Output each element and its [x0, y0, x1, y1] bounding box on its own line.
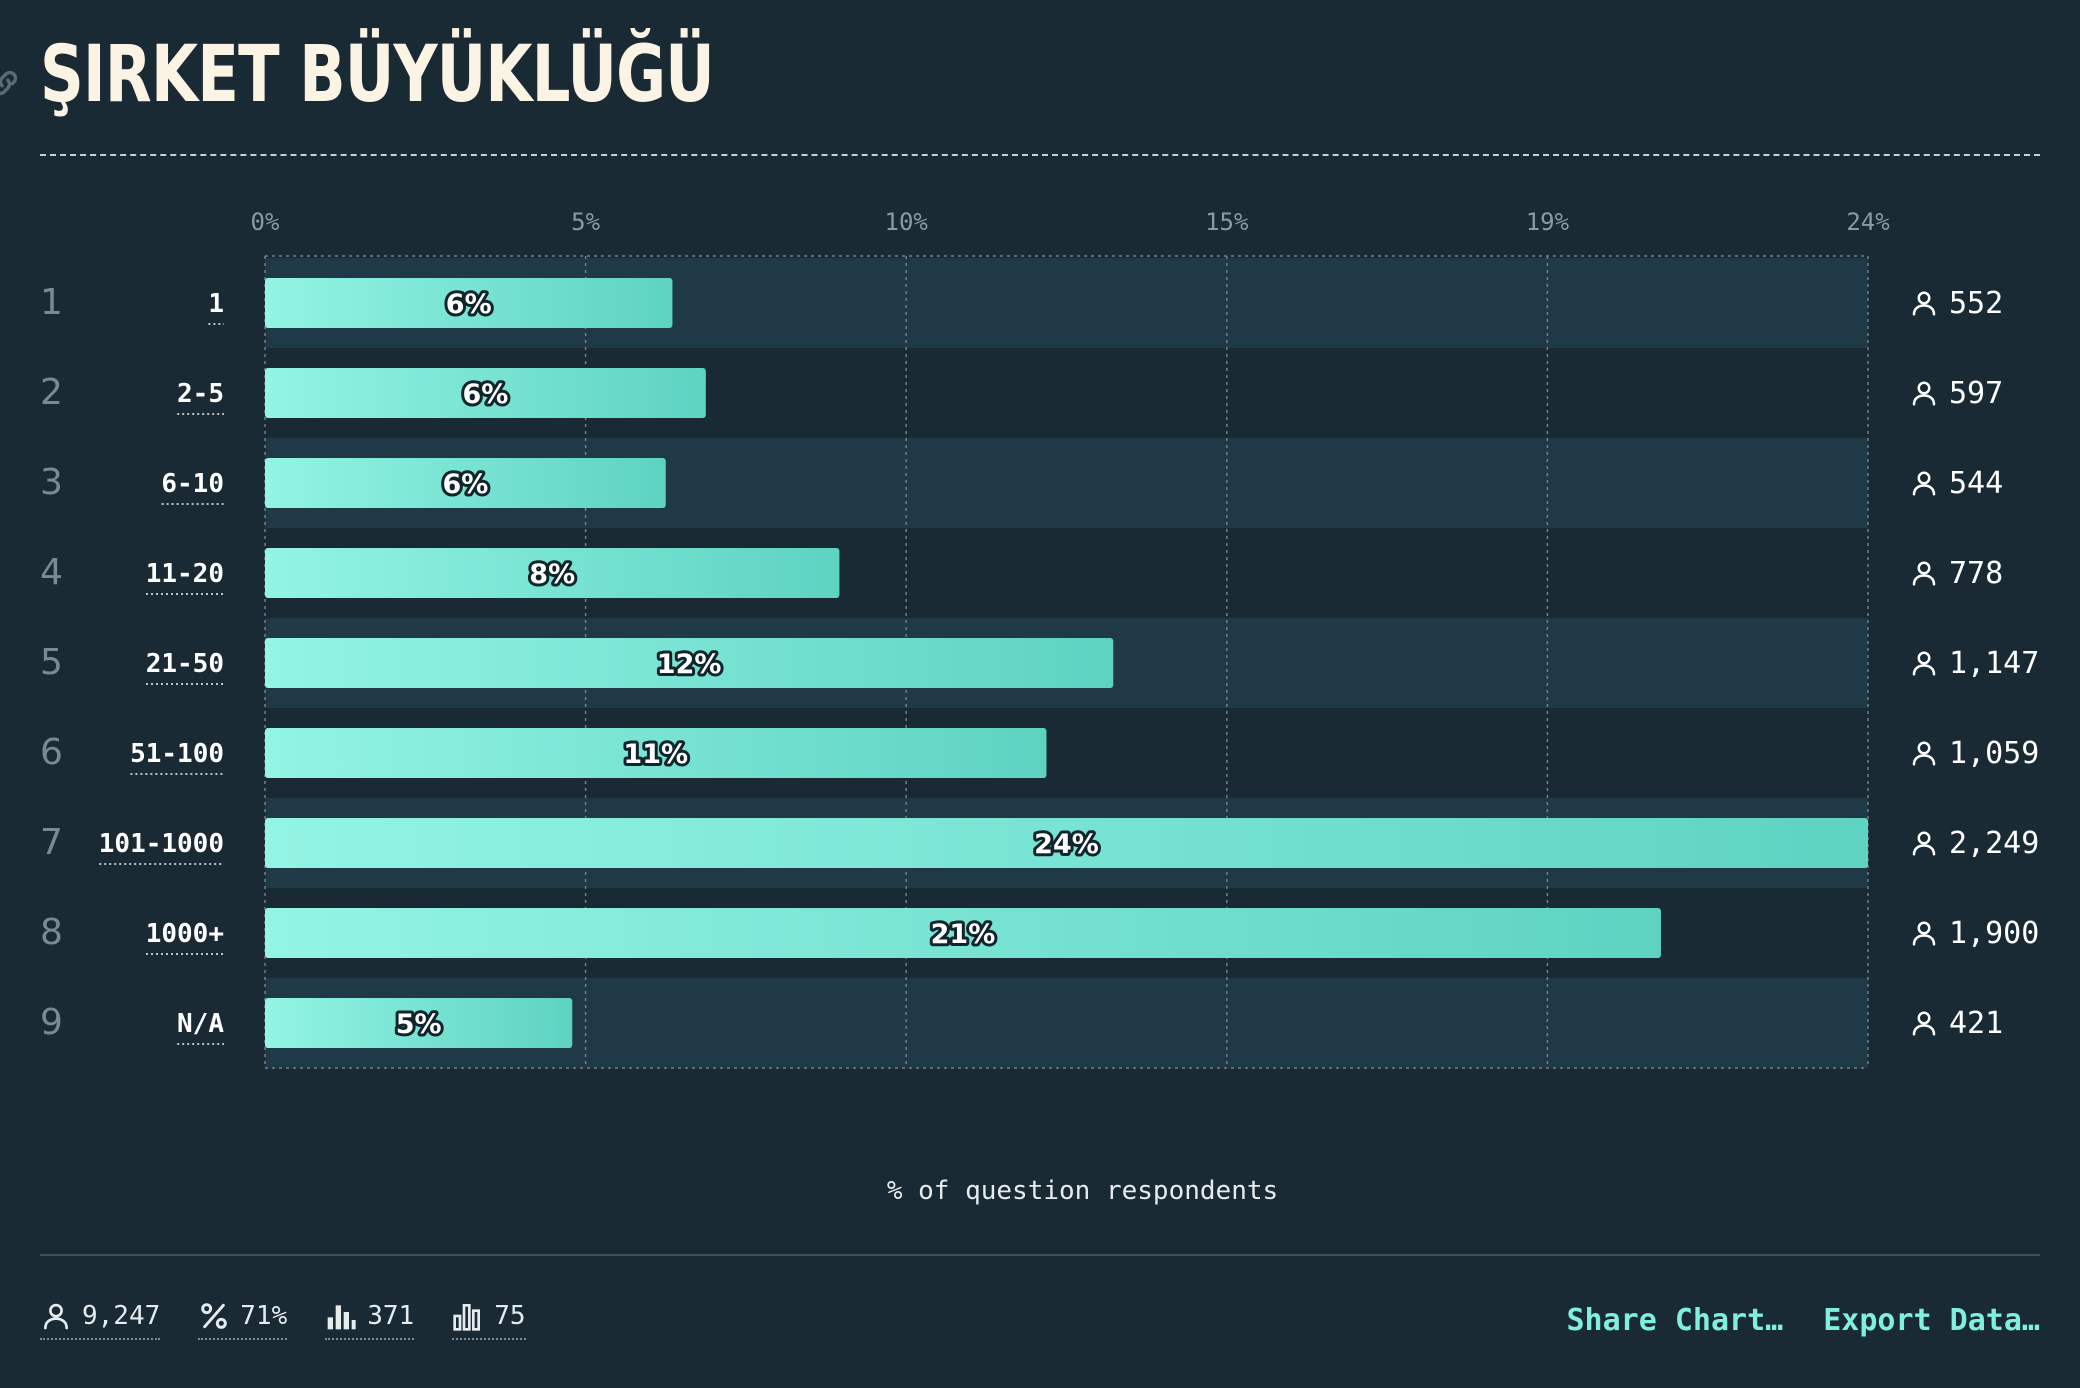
rank-number: 8 [40, 912, 63, 953]
rank-number: 6 [40, 732, 63, 773]
category-label[interactable]: 101-1000 [99, 829, 224, 859]
x-tick-label: 10% [885, 208, 929, 236]
x-tick-label: 5% [571, 208, 600, 236]
bar[interactable] [265, 728, 1047, 778]
person-icon [1912, 741, 1936, 766]
category-label[interactable]: 1 [208, 289, 224, 319]
export-data-button[interactable]: Export Data… [1823, 1303, 2040, 1338]
person-icon [1912, 291, 1936, 316]
bar[interactable] [265, 818, 1868, 868]
x-tick-label: 0% [251, 1078, 280, 1080]
x-tick-label: 10% [885, 1078, 929, 1080]
rank-number: 7 [40, 822, 63, 863]
bar[interactable] [265, 638, 1114, 688]
bar-value-label: 6% [462, 379, 508, 410]
person-icon [1912, 381, 1936, 406]
bar-value-label: 6% [442, 469, 488, 500]
respondent-count: 2,249 [1949, 826, 2039, 861]
stat-value: 371 [367, 1301, 415, 1331]
stat-responses[interactable]: 75 [452, 1300, 526, 1340]
rank-number: 1 [40, 282, 63, 323]
bar-value-label: 11% [623, 739, 688, 770]
person-icon [1912, 471, 1936, 496]
person-icon [1912, 651, 1936, 676]
respondent-count: 1,059 [1949, 736, 2039, 771]
person-icon [1912, 831, 1936, 856]
respondent-count: 544 [1949, 466, 2003, 501]
bar-value-label: 8% [529, 559, 575, 590]
bar[interactable] [265, 908, 1661, 958]
stat-value: 75 [494, 1301, 526, 1331]
bar[interactable] [265, 278, 673, 328]
category-label[interactable]: 51-100 [130, 739, 224, 769]
x-tick-label: 5% [571, 1078, 600, 1080]
x-tick-label: 19% [1526, 208, 1570, 236]
rank-number: 2 [40, 372, 63, 413]
respondent-count: 1,900 [1949, 916, 2039, 951]
respondent-count: 421 [1949, 1006, 2003, 1041]
stat-value: 9,247 [82, 1301, 161, 1331]
respondent-count: 778 [1949, 556, 2003, 591]
x-tick-label: 0% [251, 208, 280, 236]
x-tick-label: 15% [1205, 1078, 1249, 1080]
respondent-count: 1,147 [1949, 646, 2039, 681]
title-divider [40, 154, 2040, 156]
x-tick-label: 24% [1846, 208, 1890, 236]
category-label[interactable]: 2-5 [177, 379, 224, 409]
x-tick-label: 15% [1205, 208, 1249, 236]
bar[interactable] [265, 368, 706, 418]
x-tick-label: 19% [1526, 1078, 1570, 1080]
chart-title: ŞIRKET BÜYÜKLÜĞÜ [40, 30, 715, 120]
footer-divider [40, 1254, 2040, 1256]
bar-value-label: 5% [396, 1009, 442, 1040]
category-label[interactable]: 1000+ [146, 919, 224, 949]
x-axis-title: % of question respondents [886, 1176, 1279, 1206]
rank-number: 9 [40, 1002, 63, 1043]
bar[interactable] [265, 458, 666, 508]
bar-value-label: 21% [931, 919, 996, 950]
bar-value-label: 24% [1034, 829, 1099, 860]
rank-number: 5 [40, 642, 63, 683]
x-tick-label: 24% [1846, 1078, 1890, 1080]
category-label[interactable]: 6-10 [161, 469, 224, 499]
rank-number: 3 [40, 462, 63, 503]
respondent-count: 597 [1949, 376, 2003, 411]
person-icon [1912, 921, 1936, 946]
bar[interactable] [265, 998, 573, 1048]
bar-chart: 0% 0% 5% 5% 10% 10% 15% 15% 19% 19% 24% 24% 1 1 6% 552 2… [40, 208, 2039, 1080]
footer-actions: Share Chart… Export Data… [1567, 1303, 2041, 1338]
category-label[interactable]: 11-20 [146, 559, 224, 589]
stat-respondents[interactable]: 9,247 [40, 1300, 161, 1340]
person-icon [44, 1303, 68, 1330]
share-chart-button[interactable]: Share Chart… [1566, 1303, 1784, 1338]
bar-value-label: 12% [657, 649, 722, 680]
stat-percent[interactable]: 71% [198, 1300, 288, 1340]
category-label[interactable]: 21-50 [146, 649, 224, 679]
person-icon [1912, 561, 1936, 586]
bar-chart-icon [327, 1305, 356, 1330]
category-label[interactable]: N/A [177, 1009, 224, 1039]
person-icon [1912, 1011, 1936, 1036]
bar[interactable] [265, 548, 840, 598]
bar-value-label: 6% [446, 289, 492, 320]
stat-value: 71% [240, 1301, 288, 1331]
link-icon[interactable] [0, 66, 22, 100]
rank-number: 4 [40, 552, 63, 593]
respondent-count: 552 [1949, 286, 2003, 321]
stat-questions[interactable]: 371 [325, 1300, 415, 1340]
percent-icon [201, 1303, 228, 1329]
footer-stats: 9,247 71% 371 75 [40, 1300, 526, 1340]
bar-chart-outline-icon [453, 1304, 481, 1331]
